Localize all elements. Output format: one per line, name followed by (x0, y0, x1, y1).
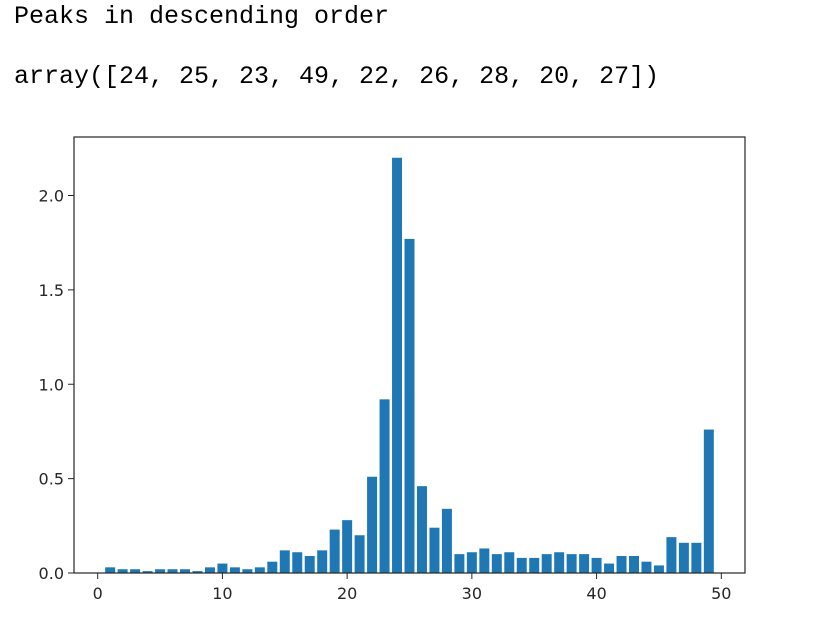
bar-45 (653, 565, 664, 573)
bar-32 (491, 554, 502, 573)
y-axis-ticks: 0.0 0.5 1.0 1.5 2.0 (39, 187, 74, 583)
bar-2 (117, 569, 128, 573)
bar-49 (703, 429, 714, 573)
bar-41 (604, 563, 615, 573)
y-tick-label: 0.5 (39, 470, 64, 489)
plot-frame (73, 136, 746, 574)
bar-8 (192, 571, 203, 573)
bar-42 (616, 556, 627, 573)
bar-36 (541, 554, 552, 573)
x-tick-label: 50 (711, 584, 731, 603)
bar-40 (591, 557, 602, 573)
bar-21 (354, 535, 365, 573)
bar-37 (554, 552, 565, 573)
bar-29 (454, 554, 465, 573)
bar-20 (342, 520, 353, 573)
bar-44 (641, 561, 652, 573)
bar-11 (229, 567, 240, 573)
bar-22 (367, 476, 378, 573)
bar-7 (180, 569, 190, 573)
bar-10 (217, 563, 228, 573)
bar-16 (292, 552, 303, 573)
bar-3 (130, 569, 141, 573)
bar-28 (441, 508, 452, 573)
bar-24 (392, 157, 403, 573)
bars-layer (105, 157, 714, 574)
bar-6 (167, 569, 178, 573)
bar-14 (267, 561, 278, 573)
bar-4 (142, 571, 153, 573)
bar-39 (579, 554, 590, 573)
x-tick-label: 10 (212, 584, 232, 603)
x-axis-ticks: 0 10 20 30 40 50 (93, 573, 731, 603)
bar-1 (105, 567, 116, 573)
y-tick-label: 2.0 (39, 187, 64, 206)
x-tick-label: 30 (462, 584, 482, 603)
y-tick-label: 1.0 (39, 375, 64, 394)
bar-34 (516, 557, 527, 573)
bar-18 (317, 550, 328, 573)
bar-15 (279, 550, 290, 573)
bar-48 (691, 542, 702, 573)
bar-43 (629, 556, 639, 573)
x-tick-label: 20 (337, 584, 357, 603)
bar-46 (666, 537, 677, 573)
bar-31 (479, 548, 490, 573)
y-tick-label: 1.5 (39, 281, 64, 300)
bar-9 (204, 567, 215, 573)
bar-17 (304, 556, 315, 573)
bar-12 (242, 569, 253, 573)
bar-35 (529, 557, 540, 573)
bar-26 (416, 486, 427, 573)
bar-19 (329, 529, 340, 573)
x-tick-label: 0 (93, 584, 103, 603)
bar-33 (504, 552, 515, 573)
bar-27 (429, 527, 440, 573)
output-text-line-2: array([24, 25, 23, 49, 22, 26, 28, 20, 2… (14, 62, 660, 91)
bar-25 (404, 238, 415, 574)
output-text-line-1: Peaks in descending order (14, 2, 390, 31)
bar-23 (379, 399, 390, 573)
bar-5 (155, 569, 166, 573)
bar-13 (254, 567, 265, 573)
bar-30 (466, 552, 477, 573)
bar-38 (566, 554, 577, 573)
x-tick-label: 40 (586, 584, 606, 603)
y-tick-label: 0.0 (39, 564, 64, 583)
bar-47 (678, 542, 689, 573)
